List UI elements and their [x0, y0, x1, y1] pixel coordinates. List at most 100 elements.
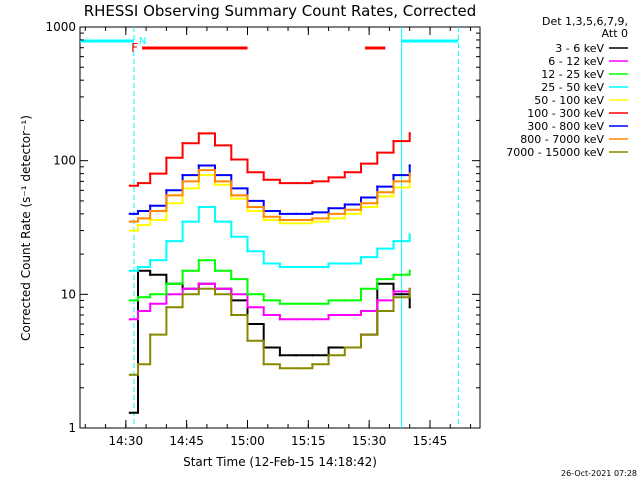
- series-8: [128, 287, 411, 377]
- series-2-point-0: [128, 299, 132, 302]
- series-3-point-15: [359, 255, 363, 259]
- series-0-point-2: [148, 273, 152, 277]
- series-7-point-6: [213, 180, 217, 183]
- series-5-point-11: [294, 181, 298, 185]
- series-2-point-5: [197, 259, 201, 262]
- series-6-point-16: [376, 185, 379, 188]
- series-2-point-17: [392, 273, 395, 277]
- timestamp: 26-Oct-2021 07:28: [561, 469, 637, 478]
- series-5-point-15: [359, 162, 363, 165]
- series-5-point-13: [327, 176, 330, 179]
- series-1-point-4: [181, 287, 184, 291]
- series-7-point-4: [181, 180, 184, 183]
- series-1-point-17: [392, 290, 395, 293]
- series-0-point-0: [128, 411, 132, 414]
- series-3-point-0: [128, 269, 132, 272]
- series-7-point-8: [246, 205, 249, 209]
- series-8-point-7: [230, 313, 233, 317]
- series-7-point-5: [197, 168, 201, 172]
- series-8-point-6: [213, 293, 217, 296]
- series-7-point-7: [230, 194, 233, 197]
- legend-entry-label-1: 6 - 12 keV: [548, 55, 604, 68]
- series-5-point-3: [165, 156, 168, 160]
- series-0-point-12: [311, 354, 314, 357]
- series-2-point-7: [230, 277, 233, 281]
- legend-entry-label-3: 25 - 50 keV: [541, 81, 604, 94]
- series-1-point-13: [327, 313, 330, 317]
- x-tick-label-0: 14:30: [109, 434, 144, 448]
- series-7-point-2: [148, 209, 152, 213]
- series-1-point-2: [148, 302, 152, 305]
- series-4-point-8: [246, 209, 249, 213]
- series-7-point-9: [262, 215, 265, 219]
- series-7-point-18: [408, 172, 411, 175]
- series-3-point-5: [197, 205, 201, 209]
- series-line-1: [129, 282, 411, 321]
- series-3-point-18: [408, 233, 411, 236]
- series-2-point-15: [359, 287, 363, 291]
- series-5-point-6: [213, 144, 217, 147]
- x-tick-label-2: 15:00: [230, 434, 265, 448]
- series-line-8: [129, 287, 411, 376]
- series-2-point-16: [376, 277, 379, 281]
- y-axis-label: Corrected Count Rate (s⁻¹ detector⁻¹): [19, 115, 33, 341]
- x-tick-label-3: 15:15: [291, 434, 326, 448]
- series-0-point-11: [294, 354, 298, 357]
- series-4-point-9: [262, 218, 265, 222]
- series-8-point-4: [181, 293, 184, 296]
- series-4-point-7: [230, 197, 233, 200]
- series-6-point-4: [181, 173, 184, 177]
- legend-entry-label-0: 3 - 6 keV: [555, 42, 604, 55]
- series-8-point-8: [246, 339, 249, 342]
- series-3-point-9: [262, 262, 265, 265]
- series-5-point-10: [278, 181, 282, 185]
- series-8-point-2: [148, 333, 152, 336]
- series-line-5: [129, 132, 411, 187]
- series-6-point-5: [197, 164, 201, 167]
- series-6-point-11: [294, 212, 298, 216]
- series-1-point-0: [128, 318, 132, 321]
- series-5-point-4: [181, 142, 184, 145]
- series-1-point-15: [359, 309, 363, 313]
- series-1-point-11: [294, 318, 298, 321]
- chart-title: RHESSI Observing Summary Count Rates, Co…: [84, 2, 477, 20]
- series-7-point-11: [294, 218, 298, 222]
- series-0: [128, 269, 411, 414]
- series-4-point-0: [128, 229, 132, 232]
- series-7-point-10: [278, 218, 282, 222]
- series-2-point-9: [262, 299, 265, 302]
- series-1-point-10: [278, 318, 282, 321]
- series-3-point-17: [392, 239, 395, 243]
- series-3-point-8: [246, 250, 249, 253]
- series-2-point-18: [408, 269, 411, 272]
- series-line-0: [129, 269, 411, 414]
- y-tick-label-2: 100: [53, 154, 76, 168]
- series-7-point-14: [343, 208, 347, 211]
- series-4-point-6: [213, 183, 217, 186]
- series-5-point-12: [311, 180, 314, 183]
- y-tick-label-3: 1000: [45, 20, 76, 34]
- axis-ticks: 14:30 14:45 15:00 15:15 15:30 15:45 1 10 100 1000: [45, 20, 480, 448]
- y-tick-label-0: 1: [68, 421, 76, 435]
- legend-entry-label-8: 7000 - 15000 keV: [506, 146, 604, 159]
- series-6-point-13: [327, 207, 330, 210]
- series-5-point-0: [128, 184, 132, 187]
- series-8-point-16: [376, 309, 379, 313]
- legend-entry-label-5: 100 - 300 keV: [527, 107, 604, 120]
- series-2-point-4: [181, 269, 184, 272]
- series-8-point-14: [343, 346, 347, 349]
- series-5-point-2: [148, 172, 152, 175]
- series-6-point-18: [408, 164, 411, 167]
- series-7: [128, 168, 411, 223]
- series-2-point-12: [311, 302, 314, 305]
- x-axis-label: Start Time (12-Feb-15 14:18:42): [183, 455, 377, 469]
- legend-header-line-1: Det 1,3,5,6,7,9,: [542, 15, 628, 28]
- series-8-point-17: [392, 296, 395, 299]
- series-0-point-18: [408, 306, 411, 309]
- series-6-point-1: [136, 209, 140, 213]
- series-8-point-10: [278, 367, 282, 370]
- series-4-point-1: [136, 223, 140, 227]
- series-6-point-14: [343, 203, 347, 206]
